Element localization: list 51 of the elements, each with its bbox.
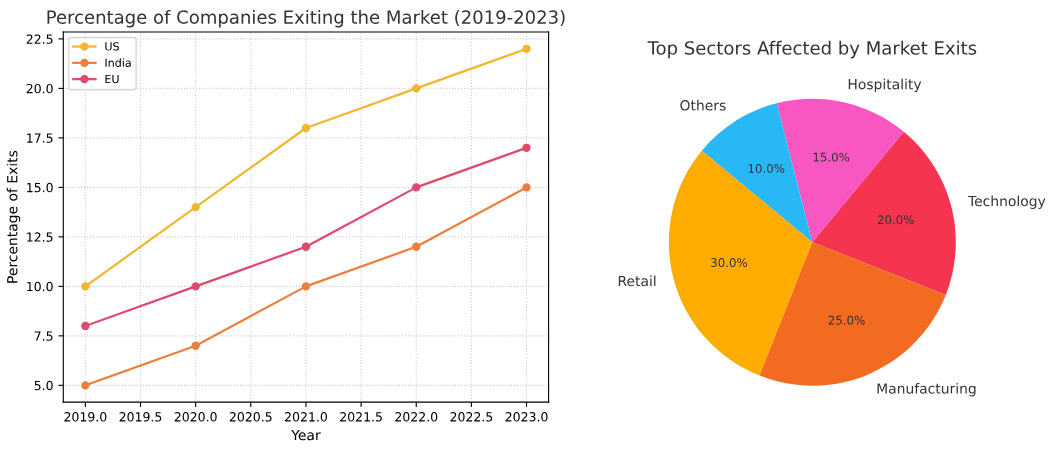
x-tick-label: 2019.5 bbox=[119, 412, 162, 422]
slice-label: Technology bbox=[967, 195, 1046, 209]
slice-label: Hospitality bbox=[848, 78, 922, 93]
slice-label: Others bbox=[680, 99, 726, 111]
x-tick-label: 2020.5 bbox=[229, 412, 272, 422]
point bbox=[301, 242, 311, 251]
slice-label: Manufacturing bbox=[877, 382, 976, 397]
x-tick-label: 2021.0 bbox=[285, 412, 327, 422]
point bbox=[301, 282, 311, 291]
data-label: 25.0% bbox=[828, 315, 865, 325]
y-tick-label: 5.0 bbox=[34, 380, 53, 391]
point bbox=[412, 242, 421, 251]
y-tick-label: 12.5 bbox=[27, 232, 53, 242]
point bbox=[81, 321, 90, 331]
data-label: 20.0% bbox=[877, 215, 914, 225]
slice-label: Retail bbox=[618, 275, 656, 287]
data-label: 15.0% bbox=[813, 152, 850, 162]
legend-label: US bbox=[105, 42, 119, 51]
pie-slice bbox=[812, 131, 956, 296]
point bbox=[191, 203, 200, 212]
point bbox=[191, 282, 200, 291]
y-tick-label: 15.0 bbox=[27, 182, 53, 193]
x-tick-label: 2020.0 bbox=[174, 412, 217, 422]
x-axis-title: Year bbox=[291, 429, 321, 441]
data-label: 10.0% bbox=[748, 164, 785, 173]
point bbox=[301, 123, 311, 133]
legend-label: India bbox=[105, 58, 131, 67]
point bbox=[522, 143, 531, 152]
point bbox=[81, 282, 90, 291]
data-label: 30.0% bbox=[711, 258, 748, 268]
point bbox=[412, 183, 421, 192]
point bbox=[191, 341, 200, 350]
x-tick-label: 2021.5 bbox=[340, 412, 382, 422]
y-axis-title: Percentage of Exits bbox=[6, 150, 21, 283]
chart-title: Top Sectors Affected by Market Exits bbox=[647, 40, 977, 59]
point bbox=[412, 84, 421, 93]
y-tick-label: 17.5 bbox=[27, 133, 53, 143]
chart-title: Percentage of Companies Exiting the Market (2019-2023) bbox=[47, 9, 565, 28]
y-tick-label: 10.0 bbox=[27, 281, 53, 292]
point bbox=[522, 44, 531, 53]
pie-slice bbox=[668, 150, 813, 376]
point bbox=[522, 183, 531, 192]
y-tick-label: 7.5 bbox=[34, 331, 53, 341]
legend-label: EU bbox=[105, 74, 119, 84]
x-tick-label: 2019.0 bbox=[64, 412, 107, 422]
point bbox=[81, 381, 90, 390]
x-tick-label: 2023.0 bbox=[505, 412, 548, 422]
x-tick-label: 2022.5 bbox=[450, 412, 493, 422]
y-tick-label: 22.5 bbox=[26, 34, 53, 44]
x-tick-label: 2022.0 bbox=[395, 412, 438, 422]
y-tick-label: 20.0 bbox=[26, 83, 53, 94]
